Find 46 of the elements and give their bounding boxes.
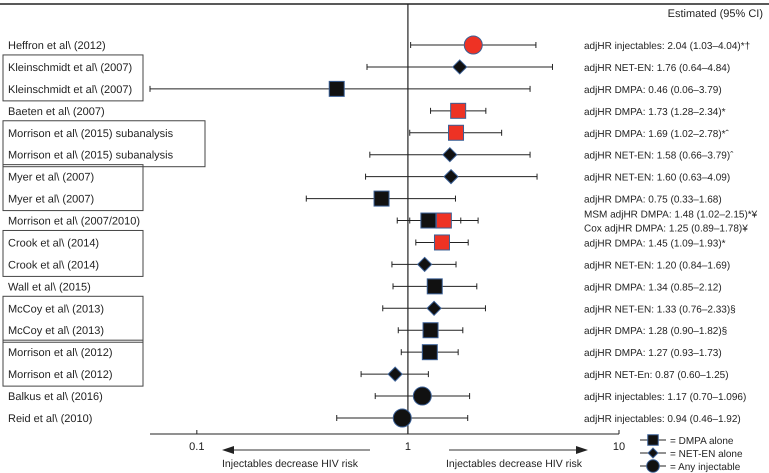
annotation: adjHR NET-EN: 1.33 (0.76–2.33)§ xyxy=(584,304,736,316)
annotation: adjHR DMPA: 1.28 (0.90–1.82)§ xyxy=(584,326,728,338)
text: Estimated (95% CI) xyxy=(668,8,763,20)
y-tick-label: McCoy et al\ (2013) xyxy=(8,303,104,316)
y-tick-label: Balkus et al\ (2016) xyxy=(8,391,103,404)
annotation: adjHR injectables: 1.17 (0.70–1.096) xyxy=(584,392,746,404)
legend-label: = NET-EN alone xyxy=(670,449,743,460)
legend-label: = Any injectable xyxy=(670,462,741,473)
y-tick-label: Morrison et al\ (2015) subanalysis xyxy=(8,128,174,140)
annotation: adjHR DMPA: 0.46 (0.06–3.79) xyxy=(584,84,722,96)
y-tick-label: Myer et al\ (2007) xyxy=(8,172,94,184)
y-tick-label: Crook et al\ (2014) xyxy=(8,237,100,250)
annotation: adjHR NET-EN: 1.20 (0.84–1.69) xyxy=(584,260,730,272)
y-tick-label: Morrison et al\ (2015) subanalysis xyxy=(8,150,174,162)
y-tick-label: McCoy et al\ (2013) xyxy=(8,325,104,338)
x-tick-label: 10 xyxy=(612,441,626,453)
annotation: adjHR NET-EN: 1.60 (0.63–4.09) xyxy=(584,172,730,184)
annotation: adjHR NET-EN: 1.76 (0.64–4.84) xyxy=(584,62,730,74)
annotation: adjHR DMPA: 1.73 (1.28–2.34)* xyxy=(584,106,726,118)
annotation: adjHR DMPA: 1.45 (1.09–1.93)* xyxy=(584,238,726,250)
annotation: Cox adjHR DMPA: 1.25 (0.89–1.78)¥ xyxy=(584,224,748,235)
annotation: adjHR DMPA: 0.75 (0.33–1.68) xyxy=(584,194,722,206)
annotation: adjHR injectables: 0.94 (0.46–1.92) xyxy=(584,414,741,425)
legend-label: = DMPA alone xyxy=(670,436,734,447)
y-tick-label: Crook et al\ (2014) xyxy=(8,259,100,272)
y-tick-label: Heffron et al\ (2012) xyxy=(8,40,106,52)
y-tick-label: Kleinschmidt et al\ (2007) xyxy=(8,84,132,96)
annotation: adjHR injectables: 2.04 (1.03–4.04)*† xyxy=(584,41,750,52)
annotation: adjHR NET-EN: 1.58 (0.66–3.79)ˆ xyxy=(584,150,734,162)
y-tick-label: Wall et al\ (2015) xyxy=(8,281,91,294)
text: Injectables decrease HIV risk xyxy=(446,458,583,470)
annotation: adjHR DMPA: 1.34 (0.85–2.12) xyxy=(584,282,722,294)
x-tick-label: 1 xyxy=(404,441,411,453)
y-tick-label: Kleinschmidt et al\ (2007) xyxy=(8,62,132,74)
text: Injectables decrease HIV risk xyxy=(222,458,359,470)
y-tick-label: Morrison et al\ (2012) xyxy=(8,369,113,382)
x-tick-label: 0.1 xyxy=(189,441,204,453)
annotation: adjHR DMPA: 1.27 (0.93–1.73) xyxy=(584,348,722,360)
annotation: adjHR DMPA: 1.69 (1.02–2.78)*ˆ xyxy=(584,128,730,140)
y-tick-label: Myer et al\ (2007) xyxy=(8,194,94,206)
annotation: adjHR NET-En: 0.87 (0.60–1.25) xyxy=(584,370,729,382)
y-tick-label: Reid et al\ (2010) xyxy=(8,413,92,425)
annotation: MSM adjHR DMPA: 1.48 (1.02–2.15)*¥ xyxy=(584,210,758,221)
y-tick-label: Baeten et al\ (2007) xyxy=(8,106,105,118)
y-tick-label: Morrison et al\ (2007/2010) xyxy=(8,216,140,228)
y-tick-label: Morrison et al\ (2012) xyxy=(8,347,113,360)
